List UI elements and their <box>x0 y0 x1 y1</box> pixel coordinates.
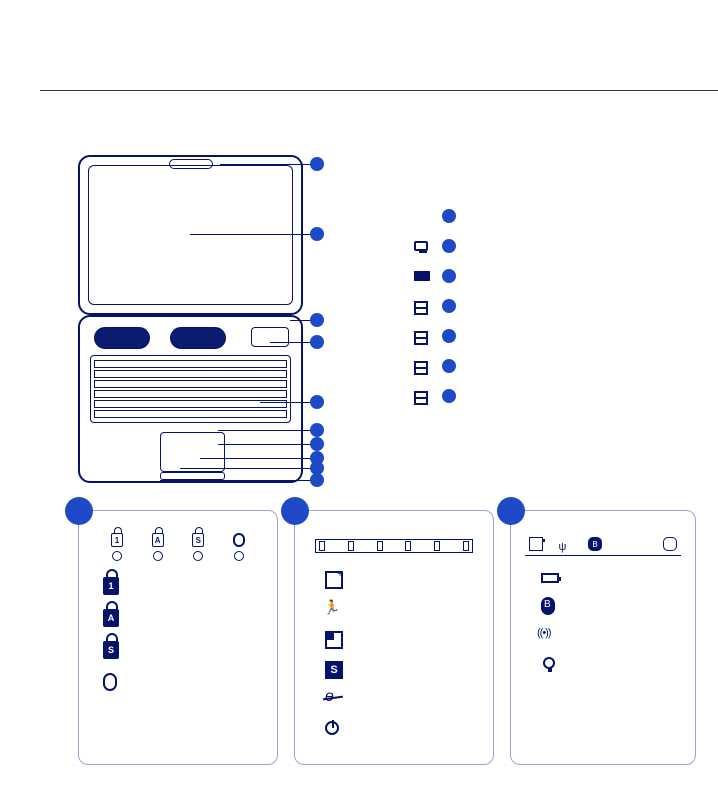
right-row <box>414 265 474 295</box>
lock-icon: 1 <box>111 533 123 547</box>
splitbox-icon <box>325 631 343 649</box>
led-icon <box>112 551 122 561</box>
callout-bullet <box>310 395 324 409</box>
bar-icon <box>414 271 432 289</box>
battery-small-icon <box>529 537 543 551</box>
led-icon <box>234 551 244 561</box>
lock-icon: S <box>192 533 204 547</box>
instant-keys-icon <box>251 327 289 347</box>
lock-indicator-row: 1 A S <box>103 533 253 561</box>
panel-bullet <box>497 497 525 525</box>
right-row <box>414 235 474 265</box>
callout-bullet <box>310 227 324 241</box>
callout-bullet <box>310 437 324 451</box>
lock-icon: A <box>152 533 164 547</box>
drive-small-icon <box>663 537 677 551</box>
bulb-icon <box>543 657 555 669</box>
drive-activity-icon <box>103 673 117 691</box>
callout-bullet <box>442 359 456 373</box>
touchpad-small-icon <box>414 361 432 379</box>
touchpad-icon <box>160 432 225 472</box>
right-row <box>414 355 474 385</box>
battery-icon <box>541 573 559 583</box>
callout-bullet <box>442 239 456 253</box>
callout-bullet <box>442 299 456 313</box>
right-row <box>414 295 474 325</box>
page: 1 A S 1 A S S <box>0 0 718 801</box>
bluetooth-small-icon: B <box>588 537 602 551</box>
runner-icon <box>325 601 343 619</box>
keyboard-icon <box>90 355 291 423</box>
right-row <box>414 325 474 355</box>
callout-bullet <box>442 209 456 223</box>
numlock-icon: 1 <box>103 577 119 595</box>
front-indicator-list <box>541 573 559 669</box>
callout-bullet <box>310 335 324 349</box>
panel-status-leds: 1 A S 1 A S <box>78 510 278 765</box>
lock-list: 1 A S <box>103 577 119 691</box>
callout-bullet <box>310 157 324 171</box>
led-icon <box>153 551 163 561</box>
horizontal-rule <box>40 90 718 91</box>
callout-bullet <box>442 389 456 403</box>
lock-col: A <box>144 533 172 561</box>
speaker-left-icon <box>94 327 150 349</box>
wifi-small-icon <box>559 537 573 551</box>
lock-col <box>225 533 253 561</box>
lock-col: 1 <box>103 533 131 561</box>
lock-col: S <box>184 533 212 561</box>
right-icon-column <box>414 205 474 415</box>
bluetooth-icon <box>541 597 555 615</box>
wireless-icon <box>541 629 559 643</box>
touchpad-buttons-icon <box>160 472 225 480</box>
key-strip-ticks <box>315 539 473 553</box>
callout-bullet <box>442 269 456 283</box>
doc-plus-icon <box>325 571 343 589</box>
monitor-icon <box>414 241 432 259</box>
panel-bullet <box>65 497 93 525</box>
laptop-lid <box>78 155 303 315</box>
panel-instant-keys: S <box>294 510 494 765</box>
power-icon <box>325 721 339 735</box>
panel-front-indicators: B <box>510 510 696 765</box>
capslock-icon: A <box>103 609 119 627</box>
touchpad-small-icon <box>414 391 432 409</box>
callout-bullet <box>310 313 324 327</box>
touchpad-small-icon <box>414 301 432 319</box>
speaker-right-icon <box>170 327 226 349</box>
instant-key-list: S <box>325 571 343 735</box>
scrolllock-icon: S <box>103 641 119 659</box>
callout-bullet <box>310 473 324 487</box>
s-box-icon: S <box>325 661 343 679</box>
screen-bezel <box>88 165 293 305</box>
divider <box>525 555 681 556</box>
browser-icon <box>325 691 343 709</box>
led-icon <box>193 551 203 561</box>
callout-bullet <box>310 423 324 437</box>
front-indicator-row: B <box>529 537 677 551</box>
callout-bullet <box>442 329 456 343</box>
right-row <box>414 385 474 415</box>
drive-icon <box>233 533 245 547</box>
laptop-diagram <box>78 155 303 483</box>
right-row <box>414 205 474 235</box>
panel-bullet <box>281 497 309 525</box>
touchpad-small-icon <box>414 331 432 349</box>
